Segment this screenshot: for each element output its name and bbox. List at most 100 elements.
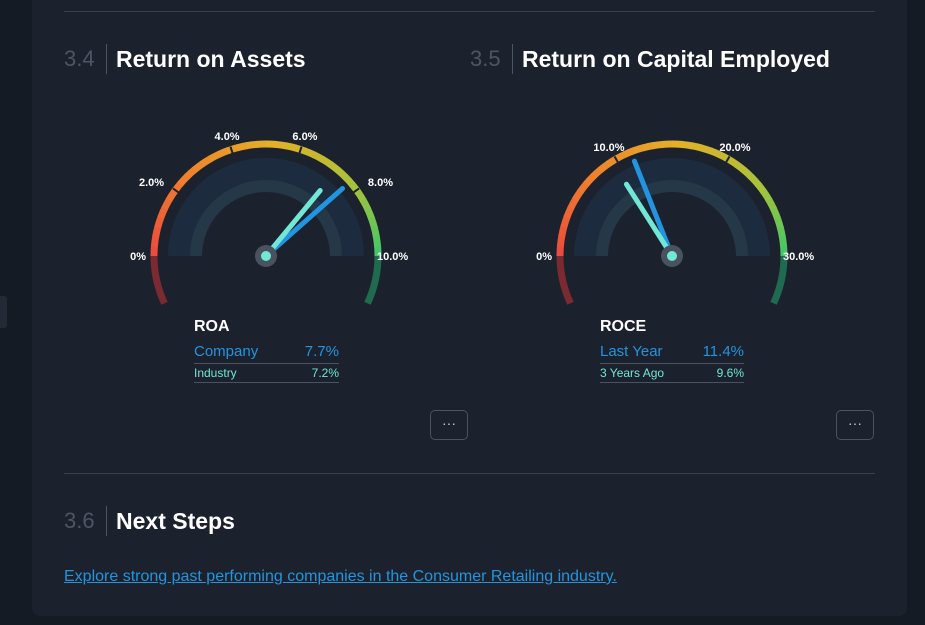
gauge-tail-low xyxy=(556,255,574,305)
gauge-tail-high xyxy=(770,255,788,305)
section-title: Next Steps xyxy=(116,507,235,534)
side-tab-handle[interactable] xyxy=(0,296,7,328)
gauge-arc-segment xyxy=(199,155,213,168)
gauge-arc-segment xyxy=(560,215,571,228)
gauge-arc-segment xyxy=(284,142,298,152)
gauge-arc-segment xyxy=(577,180,590,194)
gauge-arc-segment xyxy=(367,216,378,230)
roa-gauge: 0% 2.0% 4.0% 6.0% 8.0% 10.0% xyxy=(130,131,408,305)
gauge-arc-segment xyxy=(191,160,205,173)
gauge-arc-segment xyxy=(152,224,162,238)
gauge-tail-high xyxy=(364,255,382,305)
gauge-tick-label: 0% xyxy=(130,251,146,263)
gauge-arc-segment xyxy=(275,140,288,150)
section-divider xyxy=(64,473,875,474)
section-title: Return on Assets xyxy=(116,45,306,72)
legend-row-3-years-ago: 3 Years Ago 9.6% xyxy=(600,364,744,383)
gauge-arc-segment xyxy=(681,140,694,150)
gauge-needle-primary xyxy=(263,186,346,259)
section-title: Return on Capital Employed xyxy=(522,45,830,72)
gauge-arc-segment xyxy=(765,198,778,212)
legend-label: Company xyxy=(194,343,259,360)
legend-label: 3 Years Ago xyxy=(600,366,665,380)
gauge-inner-ring xyxy=(168,158,364,257)
legend-row-industry: Industry 7.2% xyxy=(194,364,339,383)
gauge-arc-segment xyxy=(311,151,325,163)
gauge-arc-segment xyxy=(177,173,191,187)
gauge-arc-segment xyxy=(370,226,380,239)
gauge-tick xyxy=(172,187,186,199)
legend-row-company: Company 7.7% xyxy=(194,343,339,364)
gauge-arc-segment xyxy=(556,234,566,247)
section-header-roce: 3.5 Return on Capital Employed xyxy=(470,44,830,74)
gauge-tail-low xyxy=(150,255,168,305)
gauge-arc-segment xyxy=(364,207,375,220)
gauge-arc-segment xyxy=(208,150,222,163)
gauge-tick xyxy=(295,146,303,162)
gauge-hub-center xyxy=(667,251,677,261)
gauge-inner-ring xyxy=(596,180,748,257)
top-divider xyxy=(64,11,875,12)
legend-value: 9.6% xyxy=(716,366,744,380)
gauge-tick xyxy=(613,155,623,170)
roce-legend: ROCE Last Year 11.4% 3 Years Ago 9.6% xyxy=(600,318,744,383)
section-number: 3.6 xyxy=(64,508,95,533)
gauge-arc-segment xyxy=(150,244,159,257)
gauge-arc-segment xyxy=(245,140,258,150)
section-header-next-steps: 3.6 Next Steps xyxy=(64,506,235,536)
legend-label: Industry xyxy=(194,366,237,380)
gauge-arc-segment xyxy=(651,140,664,150)
gauge-arc-segment xyxy=(154,215,165,228)
explore-companies-link[interactable]: Explore strong past performing companies… xyxy=(64,568,617,585)
gauge-needle-comparison xyxy=(623,181,675,259)
gauge-inner-ring xyxy=(574,158,770,257)
gauge-needle-comparison xyxy=(263,188,323,259)
gauge-arc-segment xyxy=(328,161,342,174)
gauge-arc-segment xyxy=(161,197,173,211)
section-header-roa: 3.4 Return on Assets xyxy=(64,44,306,74)
gauge-arc-segment xyxy=(770,207,781,220)
gauge-tick-label: 2.0% xyxy=(139,177,164,189)
gauge-arc-segment xyxy=(217,147,230,158)
legend-row-last-year: Last Year 11.4% xyxy=(600,343,744,364)
gauge-arc-segment xyxy=(558,224,568,238)
legend-value: 7.2% xyxy=(311,366,339,380)
gauge-arc-segment xyxy=(590,166,604,180)
gauge-arc-segment xyxy=(320,155,334,168)
gauge-arc-segment xyxy=(614,150,628,163)
gauge-tick-label: 6.0% xyxy=(292,131,317,143)
gauge-arc-segment xyxy=(776,226,786,239)
gauge-arc-segment xyxy=(597,160,611,173)
roce-more-button[interactable]: ··· xyxy=(836,410,874,440)
gauge-arc-segment xyxy=(556,244,565,257)
legend-title: ROA xyxy=(194,318,230,335)
section-divider-bar xyxy=(106,44,107,74)
gauge-tick xyxy=(229,146,237,162)
section-divider-bar xyxy=(512,44,513,74)
gauge-tick-label: 20.0% xyxy=(719,142,750,154)
gauge-arc-segment xyxy=(760,189,773,203)
gauge-arc-segment xyxy=(303,147,316,159)
gauge-tick xyxy=(721,155,731,170)
section-divider-bar xyxy=(106,506,107,536)
legend-value: 11.4% xyxy=(702,343,744,360)
gauge-arc-segment xyxy=(359,198,372,212)
gauge-tick-label: 8.0% xyxy=(368,177,393,189)
legend-title: ROCE xyxy=(600,318,647,335)
gauge-arc-segment xyxy=(150,234,160,247)
gauge-tick-label: 4.0% xyxy=(215,131,240,143)
gauge-arc-segment xyxy=(690,142,704,152)
roa-more-button[interactable]: ··· xyxy=(430,410,468,440)
gauge-needle-primary xyxy=(631,158,675,259)
gauge-inner-ring xyxy=(190,180,342,257)
gauge-arc-segment xyxy=(583,173,597,187)
gauge-arc-segment xyxy=(372,235,382,248)
gauge-arc-segment xyxy=(563,206,575,219)
gauge-tick-label: 0% xyxy=(536,251,552,263)
gauge-arc-segment xyxy=(755,181,768,195)
gauge-hub-center xyxy=(261,251,271,261)
legend-label: Last Year xyxy=(600,343,663,360)
gauge-arc-segment xyxy=(734,161,748,174)
gauge-tick xyxy=(346,187,360,199)
roa-legend: ROA Company 7.7% Industry 7.2% xyxy=(194,318,339,383)
